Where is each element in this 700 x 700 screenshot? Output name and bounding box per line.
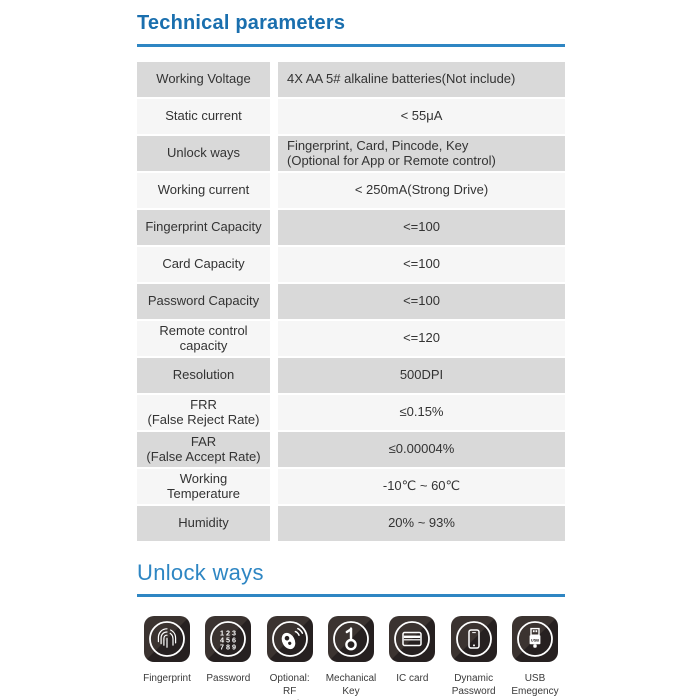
table-row: Remote control capacity <=120 bbox=[137, 321, 565, 356]
row-value: < 55μA bbox=[278, 99, 565, 134]
row-value: -10℃ ~ 60℃ bbox=[278, 469, 565, 504]
unlock-item-label: Fingerprint bbox=[143, 673, 191, 684]
row-label: Password Capacity bbox=[137, 284, 270, 319]
svg-text:USB: USB bbox=[531, 637, 539, 642]
mechanical-key-icon bbox=[327, 616, 374, 662]
rf-remote-icon bbox=[266, 616, 313, 662]
row-label: Working Temperature bbox=[137, 469, 270, 504]
row-label: FRR (False Reject Rate) bbox=[137, 395, 270, 430]
row-value: < 250mA(Strong Drive) bbox=[278, 173, 565, 208]
spec-table: Working Voltage 4X AA 5# alkaline batter… bbox=[137, 62, 565, 541]
unlock-item-mechanical-key: Mechanical Key bbox=[321, 616, 381, 700]
unlock-item-dynamic-password: Dynamic Password bbox=[444, 616, 504, 700]
unlock-icons-row: Fingerprint 1 2 3 4 5 6 7 8 9 bbox=[137, 616, 565, 700]
row-value: 4X AA 5# alkaline batteries(Not include) bbox=[278, 62, 565, 97]
svg-text:4 5 6: 4 5 6 bbox=[220, 635, 236, 644]
row-value: <=120 bbox=[278, 321, 565, 356]
row-label: Humidity bbox=[137, 506, 270, 541]
table-row: Resolution 500DPI bbox=[137, 358, 565, 393]
row-label: Working Voltage bbox=[137, 62, 270, 97]
unlock-item-ic-card: IC card bbox=[382, 616, 442, 700]
row-value: ≤0.00004% bbox=[278, 432, 565, 467]
row-label: FAR (False Accept Rate) bbox=[137, 432, 270, 467]
unlock-item-label: Password bbox=[206, 673, 251, 684]
row-label: Resolution bbox=[137, 358, 270, 393]
table-row: Card Capacity <=100 bbox=[137, 247, 565, 282]
table-row: Working Temperature -10℃ ~ 60℃ bbox=[137, 469, 565, 504]
svg-text:1 2 3: 1 2 3 bbox=[220, 628, 236, 637]
row-label: Fingerprint Capacity bbox=[137, 210, 270, 245]
row-value: <=100 bbox=[278, 210, 565, 245]
row-label: Remote control capacity bbox=[137, 321, 270, 356]
row-value: <=100 bbox=[278, 247, 565, 282]
row-value: ≤0.15% bbox=[278, 395, 565, 430]
ic-card-icon bbox=[389, 616, 436, 662]
unlock-item-label: IC card bbox=[396, 673, 429, 684]
table-row: FAR (False Accept Rate) ≤0.00004% bbox=[137, 432, 565, 467]
unlock-ways-section: Unlock ways bbox=[137, 560, 565, 700]
row-label: Working current bbox=[137, 173, 270, 208]
keypad-icon: 1 2 3 4 5 6 7 8 9 bbox=[205, 616, 252, 662]
fingerprint-icon bbox=[144, 616, 190, 662]
unlock-item-label: Dynamic Password bbox=[451, 673, 496, 697]
table-row: Password Capacity <=100 bbox=[137, 284, 565, 319]
technical-parameters-title: Technical parameters bbox=[137, 12, 565, 47]
usb-icon: USB bbox=[511, 616, 558, 662]
unlock-item-password: 1 2 3 4 5 6 7 8 9 Password bbox=[198, 616, 258, 700]
unlock-item-rf-remote: Optional: RF Remote/APP bbox=[260, 616, 320, 700]
table-row: Static current < 55μA bbox=[137, 99, 565, 134]
row-label: Card Capacity bbox=[137, 247, 270, 282]
row-value: 20% ~ 93% bbox=[278, 506, 565, 541]
smartphone-icon bbox=[450, 616, 497, 662]
table-row: Unlock ways Fingerprint, Card, Pincode, … bbox=[137, 136, 565, 171]
table-row: Humidity 20% ~ 93% bbox=[137, 506, 565, 541]
unlock-item-fingerprint: Fingerprint bbox=[137, 616, 197, 700]
unlock-item-label: USB Emegency Power supply bbox=[511, 673, 559, 700]
table-row: Fingerprint Capacity <=100 bbox=[137, 210, 565, 245]
row-value: <=100 bbox=[278, 284, 565, 319]
table-row: Working Voltage 4X AA 5# alkaline batter… bbox=[137, 62, 565, 97]
row-label: Static current bbox=[137, 99, 270, 134]
unlock-item-label: Mechanical Key bbox=[325, 673, 377, 697]
table-row: FRR (False Reject Rate) ≤0.15% bbox=[137, 395, 565, 430]
row-value: Fingerprint, Card, Pincode, Key (Optiona… bbox=[278, 136, 565, 171]
unlock-ways-title: Unlock ways bbox=[137, 560, 565, 597]
row-label: Unlock ways bbox=[137, 136, 270, 171]
table-row: Working current < 250mA(Strong Drive) bbox=[137, 173, 565, 208]
unlock-item-usb-power: USB USB Emegency Power supply bbox=[505, 616, 565, 700]
unlock-item-label: Optional: RF Remote/APP bbox=[261, 673, 319, 700]
row-value: 500DPI bbox=[278, 358, 565, 393]
svg-text:7 8 9: 7 8 9 bbox=[220, 642, 236, 651]
